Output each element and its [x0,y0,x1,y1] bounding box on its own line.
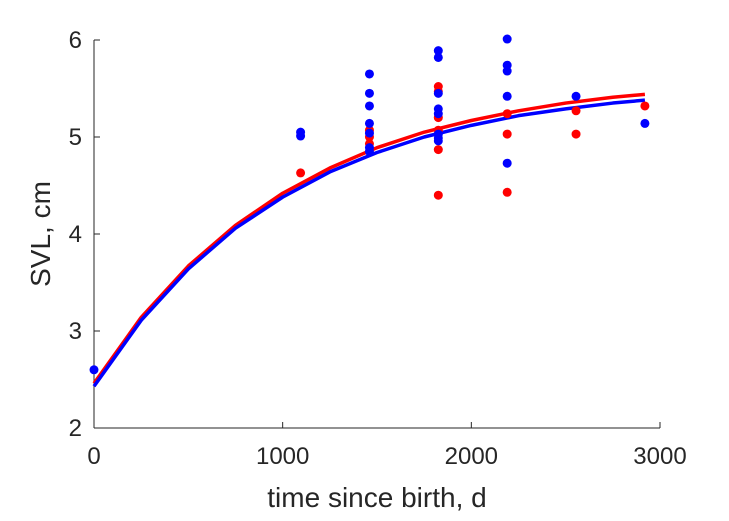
red-point [502,187,512,197]
y-tick-label: 6 [69,27,82,54]
x-tick-label: 3000 [633,443,686,470]
blue-point [364,118,374,128]
x-tick-label: 0 [87,443,100,470]
red-point [502,129,512,139]
red-point [296,168,306,178]
blue-point [433,46,443,56]
blue-point [640,118,650,128]
red-point [640,101,650,111]
red-point [571,129,581,139]
y-tick-label: 3 [69,318,82,345]
blue-point [89,365,99,375]
y-axis-label: SVL, cm [25,181,56,287]
x-tick-label: 2000 [445,443,498,470]
fit-curve-blue [92,98,646,388]
axes: 0 1000 2000 3000 2 3 4 5 6 [69,27,687,470]
y-tick-label: 4 [69,221,82,248]
blue-point [364,147,374,157]
blue-point [433,52,443,62]
blue-point [571,91,581,101]
blue-point [364,69,374,79]
blue-point [433,109,443,119]
blue-point [502,34,512,44]
blue-point [502,158,512,168]
blue-point [364,88,374,98]
y-tick-label: 5 [69,124,82,151]
blue-point [433,136,443,146]
red-point [502,109,512,119]
x-tick-label: 1000 [256,443,309,470]
blue-point [502,66,512,76]
fit-curve-red [92,92,646,385]
red-point [571,106,581,116]
red-point [433,190,443,200]
blue-point [433,88,443,98]
red-point [433,145,443,155]
data-points [89,34,650,375]
blue-point [364,128,374,138]
x-axis-label: time since birth, d [267,482,486,513]
axis-labels: time since birth, d SVL, cm [25,181,487,513]
fit-curves [92,92,646,388]
blue-point [296,131,306,141]
y-tick-label: 2 [69,415,82,442]
blue-point [364,101,374,111]
blue-point [502,91,512,101]
